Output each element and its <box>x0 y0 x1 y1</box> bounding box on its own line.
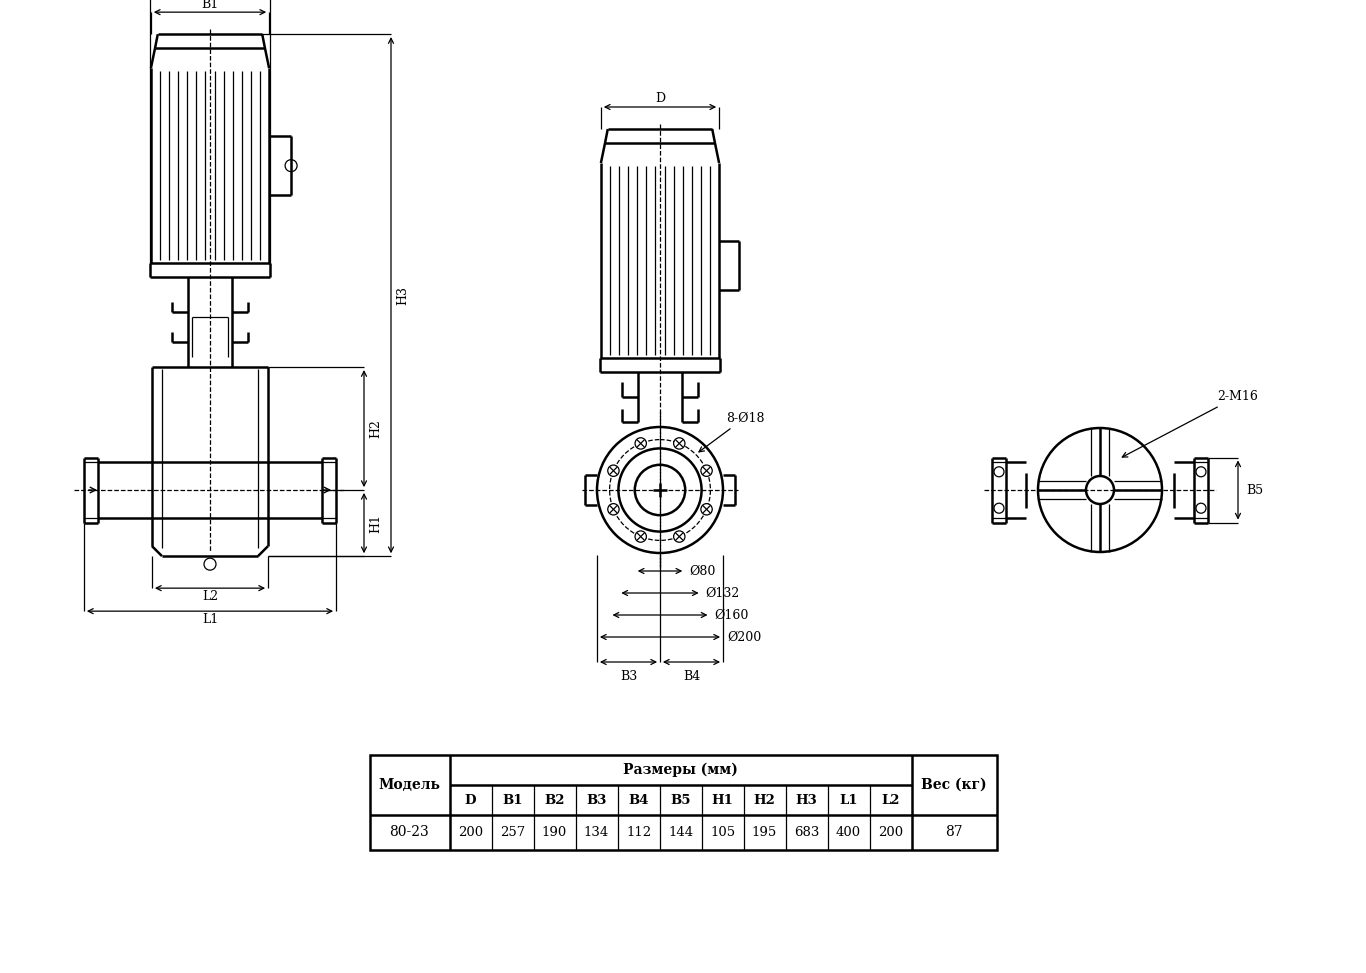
Circle shape <box>1086 476 1115 504</box>
Circle shape <box>1197 503 1206 513</box>
Text: B3: B3 <box>620 670 637 683</box>
Text: B4: B4 <box>628 794 649 807</box>
Text: B5: B5 <box>1246 484 1264 496</box>
Circle shape <box>608 504 619 515</box>
Text: Ø160: Ø160 <box>714 608 749 622</box>
Text: B5: B5 <box>671 794 691 807</box>
Text: 8-Ø18: 8-Ø18 <box>699 412 764 451</box>
Text: H1: H1 <box>369 514 382 532</box>
Text: 257: 257 <box>500 826 525 839</box>
Circle shape <box>635 438 646 450</box>
Text: H2: H2 <box>369 419 382 438</box>
Text: Ø132: Ø132 <box>706 587 740 599</box>
Text: L1: L1 <box>839 794 858 807</box>
Text: D: D <box>654 92 665 105</box>
Circle shape <box>1197 467 1206 477</box>
Circle shape <box>994 467 1004 477</box>
Text: 195: 195 <box>751 826 777 839</box>
Circle shape <box>701 465 712 477</box>
Text: 200: 200 <box>878 826 903 839</box>
Circle shape <box>994 503 1004 513</box>
Circle shape <box>635 531 646 542</box>
Circle shape <box>673 438 684 450</box>
Text: 2-M16: 2-M16 <box>1123 390 1258 457</box>
Text: H2: H2 <box>754 794 776 807</box>
Text: 105: 105 <box>710 826 735 839</box>
Text: Ø200: Ø200 <box>727 631 761 643</box>
Circle shape <box>1038 428 1162 552</box>
Text: Модель: Модель <box>378 778 440 792</box>
Circle shape <box>285 160 296 171</box>
Text: B1: B1 <box>503 794 523 807</box>
Circle shape <box>597 427 723 553</box>
Text: L1: L1 <box>202 613 219 626</box>
Text: Вес (кг): Вес (кг) <box>921 778 986 792</box>
Circle shape <box>701 504 712 515</box>
Bar <box>369 755 997 850</box>
Text: H1: H1 <box>712 794 734 807</box>
Text: 683: 683 <box>794 826 820 839</box>
Circle shape <box>204 559 216 570</box>
Text: B2: B2 <box>544 794 564 807</box>
Text: B3: B3 <box>586 794 607 807</box>
Text: Ø80: Ø80 <box>690 564 716 578</box>
Text: D: D <box>464 794 477 807</box>
Text: H3: H3 <box>396 286 410 305</box>
Circle shape <box>608 465 619 477</box>
Text: 400: 400 <box>836 826 861 839</box>
Text: L2: L2 <box>202 590 219 602</box>
Text: Размеры (мм): Размеры (мм) <box>623 763 738 777</box>
Circle shape <box>673 531 684 542</box>
Text: 190: 190 <box>542 826 567 839</box>
Text: 80-23: 80-23 <box>389 825 429 840</box>
Circle shape <box>619 449 702 531</box>
Text: 112: 112 <box>626 826 652 839</box>
Text: H3: H3 <box>795 794 817 807</box>
Text: 134: 134 <box>583 826 609 839</box>
Text: 144: 144 <box>668 826 693 839</box>
Text: B1: B1 <box>201 0 219 11</box>
Circle shape <box>635 465 686 515</box>
Text: 200: 200 <box>458 826 484 839</box>
Text: B4: B4 <box>683 670 701 683</box>
Text: 87: 87 <box>945 825 963 840</box>
Text: L2: L2 <box>881 794 900 807</box>
